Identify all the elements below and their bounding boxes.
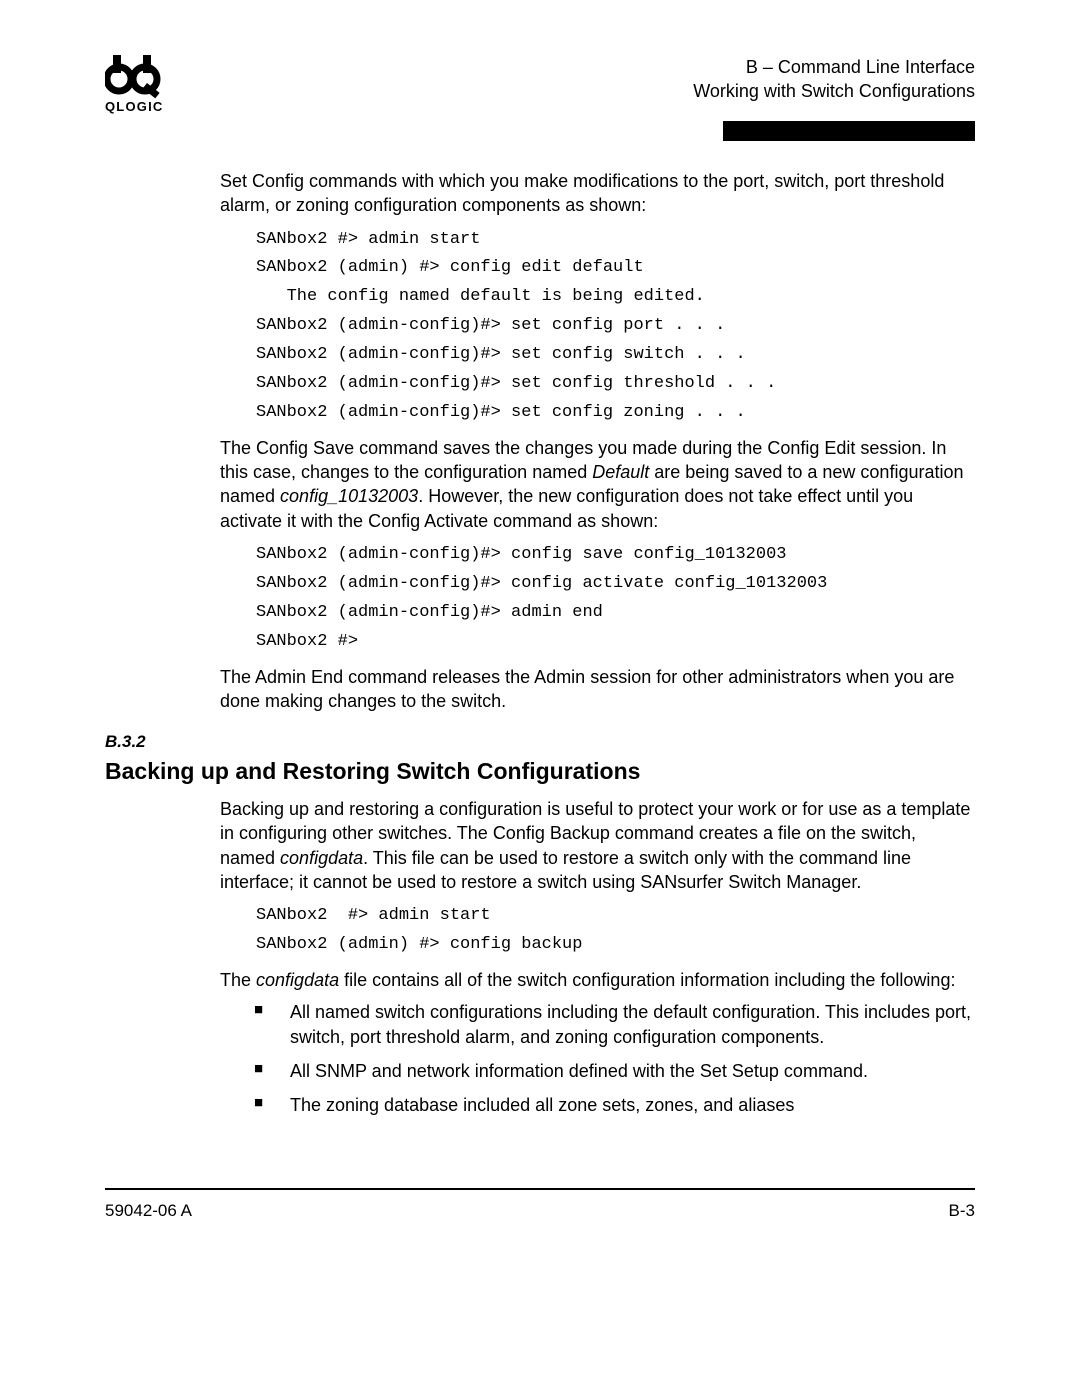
italic-configdata-1: configdata	[280, 848, 363, 868]
header-accent-bar	[723, 121, 975, 141]
bullet-text: All named switch configurations includin…	[290, 1000, 975, 1049]
bullet-square-icon: ■	[254, 1059, 290, 1083]
section-b-3-2: B.3.2 Backing up and Restoring Switch Co…	[105, 731, 975, 1117]
bullet-list: ■ All named switch configurations includ…	[254, 1000, 975, 1117]
italic-default: Default	[592, 462, 649, 482]
list-item: ■ All SNMP and network information defin…	[254, 1059, 975, 1083]
list-item: ■ All named switch configurations includ…	[254, 1000, 975, 1049]
italic-config-name: config_10132003	[280, 486, 418, 506]
brand-text: QLOGIC	[105, 99, 163, 114]
section-number: B.3.2	[105, 731, 975, 754]
intro-paragraph: Set Config commands with which you make …	[220, 169, 975, 218]
backup-intro-paragraph: Backing up and restoring a configuration…	[220, 797, 975, 894]
config-save-paragraph: The Config Save command saves the change…	[220, 436, 975, 533]
bullet-text: The zoning database included all zone se…	[290, 1093, 975, 1117]
configdata-contents-paragraph: The configdata file contains all of the …	[220, 968, 975, 992]
bullet-square-icon: ■	[254, 1093, 290, 1117]
main-content: Set Config commands with which you make …	[220, 169, 975, 713]
text-span: The	[220, 970, 256, 990]
section-heading: Backing up and Restoring Switch Configur…	[105, 756, 975, 787]
code-block-1: SANbox2 #> admin start SANbox2 (admin) #…	[256, 226, 975, 428]
list-item: ■ The zoning database included all zone …	[254, 1093, 975, 1117]
italic-configdata-2: configdata	[256, 970, 339, 990]
footer-page-number: B-3	[949, 1200, 975, 1223]
footer-doc-number: 59042-06 A	[105, 1200, 192, 1223]
page-header: QLOGIC B – Command Line Interface Workin…	[105, 55, 975, 115]
admin-end-paragraph: The Admin End command releases the Admin…	[220, 665, 975, 714]
bullet-square-icon: ■	[254, 1000, 290, 1049]
header-accent-row	[105, 121, 975, 141]
code-block-3: SANbox2 #> admin start SANbox2 (admin) #…	[256, 902, 975, 960]
qlogic-logo-icon: QLOGIC	[105, 55, 177, 115]
bullet-text: All SNMP and network information defined…	[290, 1059, 975, 1083]
section-content: Backing up and restoring a configuration…	[220, 797, 975, 1117]
text-span: file contains all of the switch configur…	[339, 970, 955, 990]
header-line-2: Working with Switch Configurations	[693, 79, 975, 103]
brand-logo: QLOGIC	[105, 55, 177, 115]
footer-rule	[105, 1188, 975, 1190]
code-block-2: SANbox2 (admin-config)#> config save con…	[256, 541, 975, 657]
page-footer: 59042-06 A B-3	[105, 1200, 975, 1223]
header-line-1: B – Command Line Interface	[693, 55, 975, 79]
header-text-block: B – Command Line Interface Working with …	[693, 55, 975, 104]
